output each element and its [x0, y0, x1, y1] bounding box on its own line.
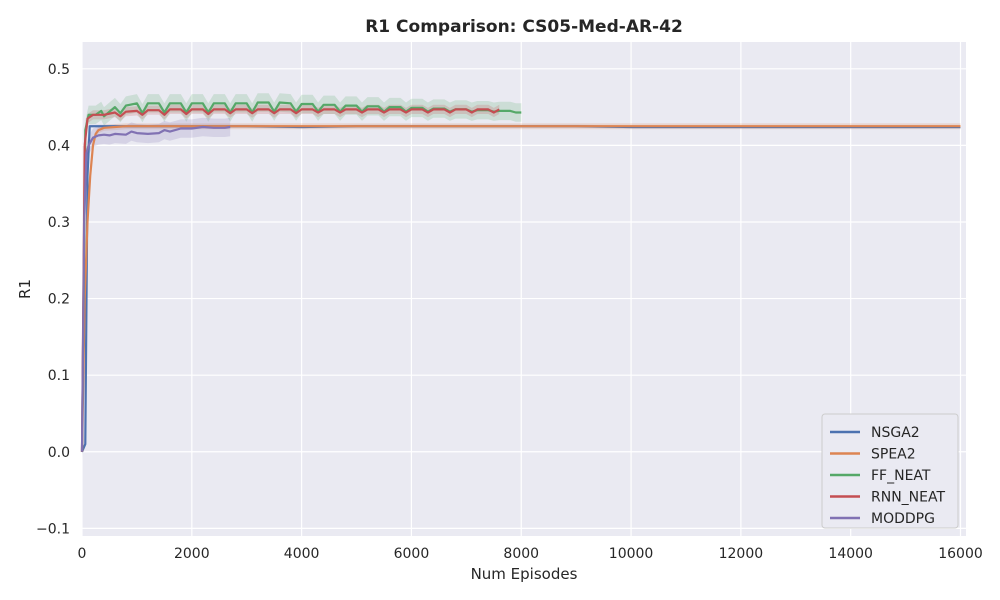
x-tick-label: 12000 [719, 546, 764, 562]
x-tick-labels: 0 2000 4000 6000 8000 10000 12000 14000 16000 [78, 546, 983, 562]
x-tick-label: 10000 [609, 546, 654, 562]
y-tick-label: −0.1 [36, 521, 70, 537]
y-tick-label: 0.5 [48, 62, 70, 78]
chart-title: R1 Comparison: CS05-Med-AR-42 [365, 17, 683, 37]
y-tick-label: 0.1 [48, 368, 70, 384]
series-lines [80, 101, 961, 453]
y-tick-labels: −0.1 0.0 0.1 0.2 0.3 0.4 0.5 [36, 62, 70, 538]
x-tick-label: 4000 [284, 546, 320, 562]
plot-area [82, 42, 966, 536]
y-axis-label: R1 [16, 279, 34, 299]
legend-label: NSGA2 [871, 425, 920, 441]
x-tick-label: 6000 [394, 546, 430, 562]
y-tick-label: 0.0 [48, 445, 70, 461]
x-tick-label: 2000 [174, 546, 210, 562]
grid-lines [81, 42, 966, 536]
legend-label: FF_NEAT [871, 468, 931, 484]
legend-box [821, 413, 959, 529]
y-tick-label: 0.4 [48, 138, 70, 154]
legend-label: RNN_NEAT [871, 490, 945, 506]
series-line-rnn-neat [80, 108, 500, 452]
x-tick-label: 16000 [938, 546, 983, 562]
legend-label: MODDPG [871, 511, 935, 527]
x-tick-label: 8000 [503, 546, 539, 562]
y-tick-label: 0.2 [48, 292, 70, 308]
series-line-spea2 [80, 125, 961, 452]
x-tick-label: 0 [78, 546, 87, 562]
x-axis-label: Num Episodes [471, 565, 578, 583]
y-tick-label: 0.3 [48, 215, 70, 231]
legend: NSGA2 SPEA2 FF_NEAT RNN_NEAT MODDPG [821, 413, 959, 529]
legend-label: SPEA2 [871, 447, 916, 463]
x-tick-label: 14000 [828, 546, 873, 562]
series-line-moddpg [80, 125, 231, 452]
